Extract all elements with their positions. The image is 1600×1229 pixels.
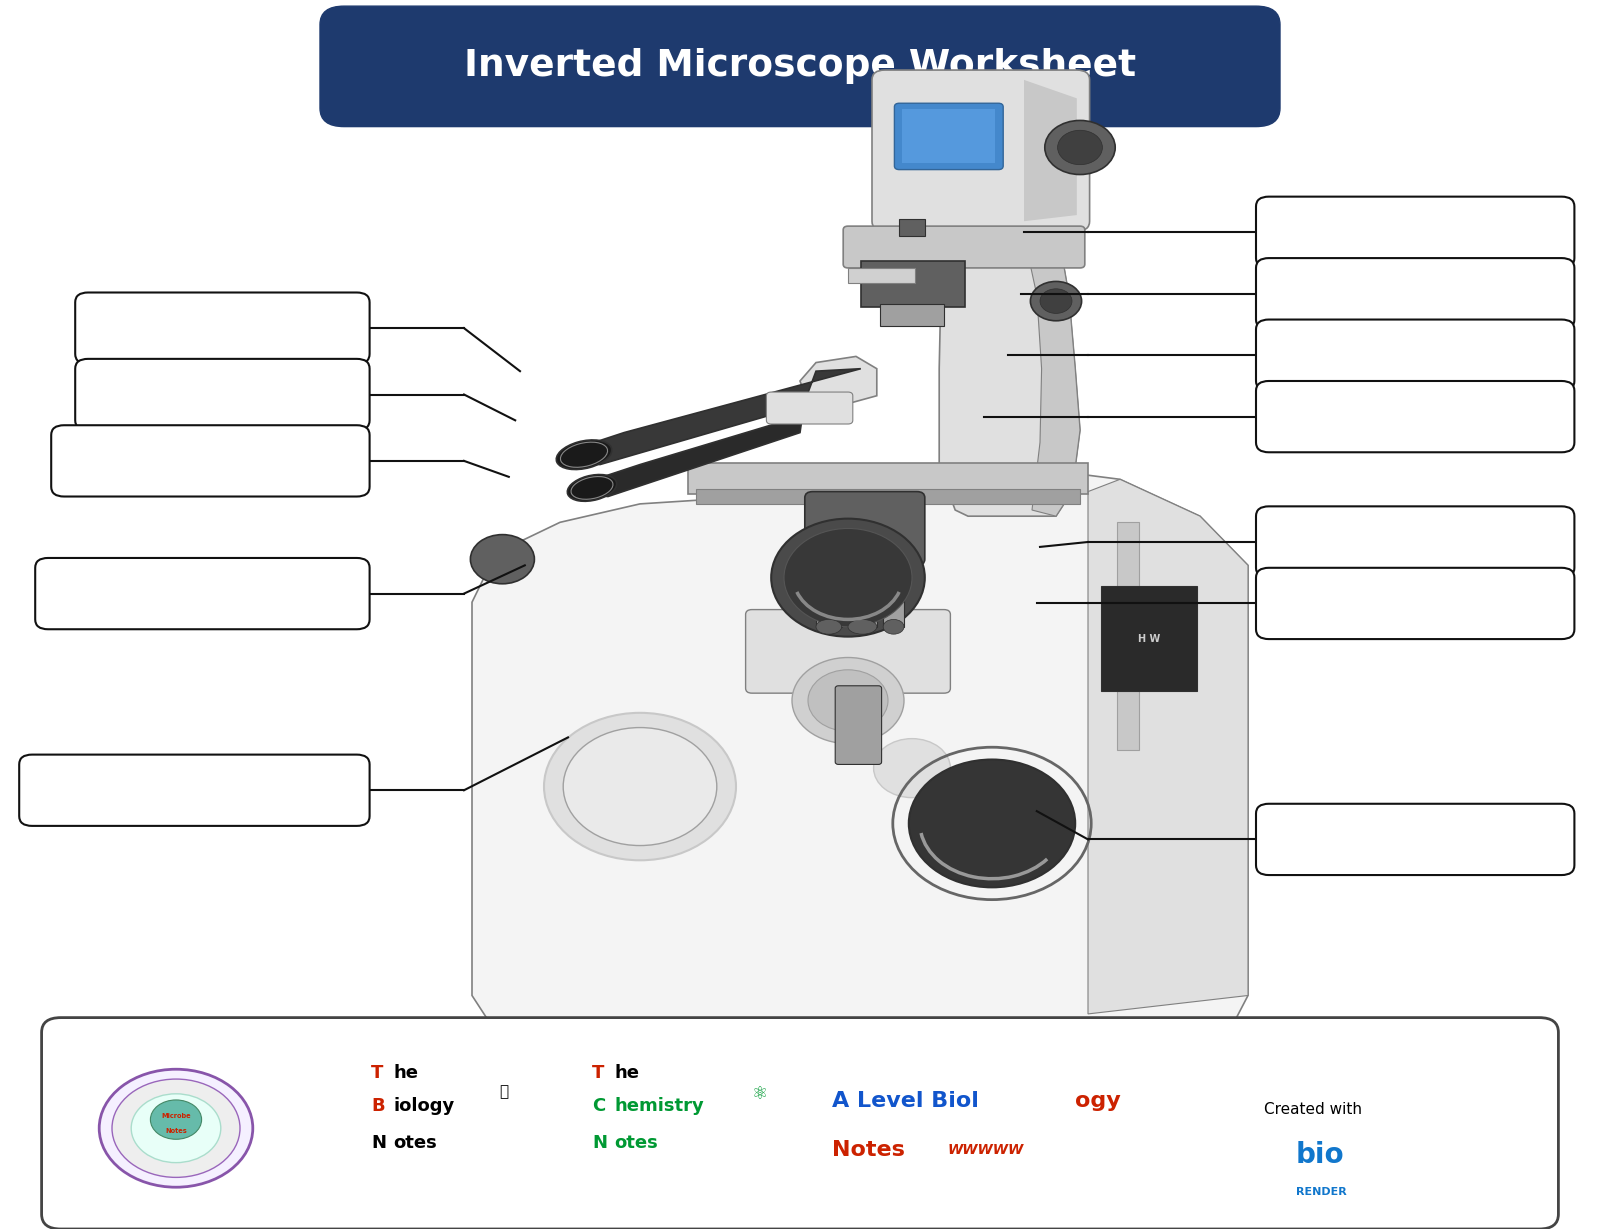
Text: B: B xyxy=(371,1097,386,1115)
Ellipse shape xyxy=(816,619,842,634)
Text: otes: otes xyxy=(394,1134,437,1152)
FancyBboxPatch shape xyxy=(766,392,853,424)
FancyBboxPatch shape xyxy=(1101,586,1197,691)
FancyBboxPatch shape xyxy=(1256,381,1574,452)
Polygon shape xyxy=(800,356,877,408)
Polygon shape xyxy=(582,399,848,497)
Circle shape xyxy=(131,1094,221,1163)
Text: A Level Biol: A Level Biol xyxy=(832,1091,979,1111)
FancyBboxPatch shape xyxy=(42,1018,1558,1229)
FancyBboxPatch shape xyxy=(1117,522,1139,750)
Text: T: T xyxy=(371,1064,384,1082)
Circle shape xyxy=(1045,120,1115,175)
Circle shape xyxy=(544,713,736,860)
Circle shape xyxy=(909,760,1075,887)
FancyBboxPatch shape xyxy=(1256,506,1574,578)
Circle shape xyxy=(808,670,888,731)
Polygon shape xyxy=(568,369,861,465)
FancyBboxPatch shape xyxy=(848,268,915,283)
FancyBboxPatch shape xyxy=(1256,197,1574,268)
Text: RENDER: RENDER xyxy=(1296,1187,1347,1197)
FancyBboxPatch shape xyxy=(688,463,1088,494)
Text: Notes: Notes xyxy=(165,1128,187,1133)
Ellipse shape xyxy=(883,619,904,634)
Circle shape xyxy=(1040,289,1072,313)
Text: C: C xyxy=(592,1097,605,1115)
Text: ogy: ogy xyxy=(1075,1091,1122,1111)
Circle shape xyxy=(563,728,717,846)
Text: he: he xyxy=(614,1064,640,1082)
Text: he: he xyxy=(394,1064,419,1082)
FancyBboxPatch shape xyxy=(51,425,370,497)
Text: ⚛: ⚛ xyxy=(752,1085,768,1102)
Text: Inverted Microscope Worksheet: Inverted Microscope Worksheet xyxy=(464,48,1136,85)
Circle shape xyxy=(1030,281,1082,321)
Polygon shape xyxy=(939,154,1080,516)
Circle shape xyxy=(112,1079,240,1177)
Text: N: N xyxy=(592,1134,606,1152)
Text: T: T xyxy=(592,1064,605,1082)
Polygon shape xyxy=(1021,156,1080,516)
Text: H W: H W xyxy=(1138,634,1160,644)
FancyBboxPatch shape xyxy=(746,610,950,693)
Ellipse shape xyxy=(848,619,877,634)
Text: hemistry: hemistry xyxy=(614,1097,704,1115)
Text: bio: bio xyxy=(1296,1142,1344,1169)
FancyBboxPatch shape xyxy=(835,686,882,764)
FancyBboxPatch shape xyxy=(899,219,925,236)
FancyBboxPatch shape xyxy=(816,556,842,627)
Circle shape xyxy=(470,535,534,584)
Polygon shape xyxy=(472,467,1248,1057)
Text: Microbe: Microbe xyxy=(162,1113,190,1118)
Text: Notes: Notes xyxy=(832,1141,906,1160)
FancyBboxPatch shape xyxy=(75,359,370,430)
Ellipse shape xyxy=(568,474,616,501)
Text: N: N xyxy=(371,1134,386,1152)
FancyBboxPatch shape xyxy=(872,70,1090,231)
Circle shape xyxy=(99,1069,253,1187)
FancyBboxPatch shape xyxy=(320,6,1280,127)
FancyBboxPatch shape xyxy=(1256,568,1574,639)
Circle shape xyxy=(771,519,925,637)
FancyBboxPatch shape xyxy=(805,492,925,565)
FancyBboxPatch shape xyxy=(1256,320,1574,391)
FancyBboxPatch shape xyxy=(1256,258,1574,329)
FancyBboxPatch shape xyxy=(883,565,904,627)
Circle shape xyxy=(874,739,950,798)
FancyBboxPatch shape xyxy=(696,489,1080,504)
Text: WWWWW: WWWWW xyxy=(947,1143,1024,1158)
Text: iology: iology xyxy=(394,1097,454,1115)
Circle shape xyxy=(150,1100,202,1139)
Polygon shape xyxy=(1088,479,1248,1014)
Polygon shape xyxy=(1024,80,1077,221)
Circle shape xyxy=(792,658,904,744)
Text: otes: otes xyxy=(614,1134,658,1152)
FancyBboxPatch shape xyxy=(902,109,995,163)
FancyBboxPatch shape xyxy=(1256,804,1574,875)
Text: Created with: Created with xyxy=(1264,1102,1362,1117)
FancyBboxPatch shape xyxy=(880,304,944,326)
FancyBboxPatch shape xyxy=(843,226,1085,268)
FancyBboxPatch shape xyxy=(894,103,1003,170)
Ellipse shape xyxy=(557,440,611,469)
Circle shape xyxy=(1058,130,1102,165)
Circle shape xyxy=(784,528,912,627)
FancyBboxPatch shape xyxy=(861,261,965,307)
FancyBboxPatch shape xyxy=(848,541,877,627)
FancyBboxPatch shape xyxy=(75,293,370,364)
FancyBboxPatch shape xyxy=(757,1034,858,1068)
Text: 🧬: 🧬 xyxy=(499,1084,509,1099)
FancyBboxPatch shape xyxy=(19,755,370,826)
FancyBboxPatch shape xyxy=(35,558,370,629)
